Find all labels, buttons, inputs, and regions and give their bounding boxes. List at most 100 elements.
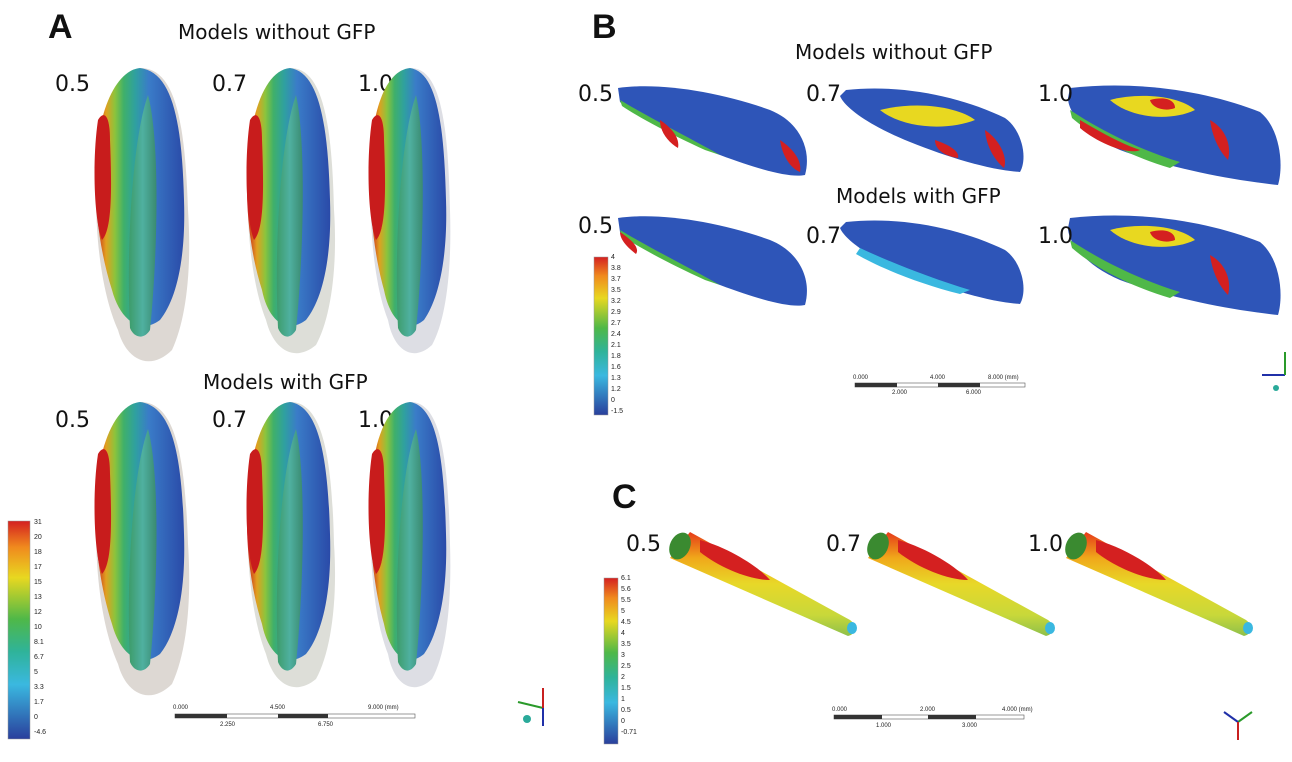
tooth-a-bottom-1 xyxy=(94,402,190,696)
panel-b-value-bottom-2: 0.7 xyxy=(806,224,841,249)
panel-a-value-top-1: 0.5 xyxy=(55,72,90,97)
panel-b-value-top-1: 0.5 xyxy=(578,82,613,107)
panel-c-scale-bar xyxy=(833,714,1025,720)
panel-b-value-top-3: 1.0 xyxy=(1038,82,1073,107)
panel-c-axis-triad xyxy=(1223,711,1253,740)
surface-b-top-2 xyxy=(840,88,1024,172)
panel-b-value-bottom-1: 0.5 xyxy=(578,214,613,239)
panel-b-scale-bar xyxy=(854,382,1026,388)
legend-b-label: 2.4 xyxy=(611,331,621,338)
post-c-3 xyxy=(1065,532,1253,636)
tooth-a-top-1 xyxy=(94,68,190,362)
panel-a-scale-bar xyxy=(174,713,416,719)
panel-a-title-top: Models without GFP xyxy=(178,20,376,44)
legend-a-label: -4.6 xyxy=(34,729,47,736)
legend-c-label: 3.5 xyxy=(621,641,631,648)
scale-b-label: 0.000 xyxy=(853,375,869,381)
legend-b-label: 1.2 xyxy=(611,386,621,393)
surface-b-bottom-1 xyxy=(618,216,807,306)
legend-b-label: 0 xyxy=(611,397,615,404)
panel-a-title-bottom: Models with GFP xyxy=(203,370,368,394)
scale-b-label: 8.000 (mm) xyxy=(988,375,1019,381)
legend-c-label: 2 xyxy=(621,674,625,681)
legend-c-label: 1.5 xyxy=(621,685,631,692)
post-c-2 xyxy=(867,532,1055,636)
scale-a-label: 9.000 (mm) xyxy=(368,705,399,711)
legend-c-label: 5 xyxy=(621,608,625,615)
legend-a-label: 8.1 xyxy=(34,639,44,646)
legend-c-label: 0 xyxy=(621,718,625,725)
legend-a-label: 5 xyxy=(34,669,38,676)
panel-c-value-3: 1.0 xyxy=(1028,532,1063,557)
legend-b-label: 3.7 xyxy=(611,276,621,283)
panel-a-letter: A xyxy=(48,8,73,46)
panel-b-axis-triad xyxy=(1262,352,1286,391)
panel-b-letter: B xyxy=(592,8,617,46)
legend-c-label: 5.6 xyxy=(621,586,631,593)
legend-a-label: 17 xyxy=(34,564,42,571)
legend-c-label: -0.71 xyxy=(621,729,637,736)
legend-b-label: 1.6 xyxy=(611,364,621,371)
scale-a-label: 4.500 xyxy=(270,705,286,711)
legend-a-label: 10 xyxy=(34,624,42,631)
legend-c-label: 3 xyxy=(621,652,625,659)
legend-a-label: 12 xyxy=(34,609,42,616)
legend-a-label: 18 xyxy=(34,549,42,556)
legend-a-label: 0 xyxy=(34,714,38,721)
tooth-a-bottom-2 xyxy=(246,402,336,688)
panel-b-legend-bar xyxy=(593,256,609,416)
scale-a-label: 0.000 xyxy=(173,705,189,711)
scale-c-label: 4.000 (mm) xyxy=(1002,707,1033,713)
legend-b-label: 4 xyxy=(611,254,615,261)
panel-c-legend-bar xyxy=(603,577,619,745)
legend-c-label: 2.5 xyxy=(621,663,631,670)
legend-b-label: 2.7 xyxy=(611,320,621,327)
legend-a-label: 31 xyxy=(34,519,42,526)
legend-b-label: -1.5 xyxy=(611,408,624,415)
panel-c-letter: C xyxy=(612,478,637,516)
legend-c-label: 5.5 xyxy=(621,597,631,604)
legend-c-label: 0.5 xyxy=(621,707,631,714)
panel-c-value-1: 0.5 xyxy=(626,532,661,557)
panel-a-value-bottom-2: 0.7 xyxy=(212,408,247,433)
scale-b-label: 6.000 xyxy=(966,390,982,396)
scale-c-label: 2.000 xyxy=(920,707,936,713)
scale-a-label: 6.750 xyxy=(318,722,334,728)
surface-b-bottom-3 xyxy=(1068,215,1281,315)
panel-a-value-top-2: 0.7 xyxy=(212,72,247,97)
panel-b-value-top-2: 0.7 xyxy=(806,82,841,107)
surface-b-bottom-2 xyxy=(840,220,1024,304)
panel-b-value-bottom-3: 1.0 xyxy=(1038,224,1073,249)
legend-a-label: 3.3 xyxy=(34,684,44,691)
scale-c-label: 0.000 xyxy=(832,707,848,713)
scale-a-label: 2.250 xyxy=(220,722,236,728)
scale-b-label: 4.000 xyxy=(930,375,946,381)
legend-c-label: 4.5 xyxy=(621,619,631,626)
legend-a-label: 1.7 xyxy=(34,699,44,706)
panel-b-title-bottom: Models with GFP xyxy=(836,184,1001,208)
legend-b-label: 1.3 xyxy=(611,375,621,382)
scale-b-label: 2.000 xyxy=(892,390,908,396)
panel-b-title-top: Models without GFP xyxy=(795,40,993,64)
scale-c-label: 1.000 xyxy=(876,723,892,729)
surface-b-top-3 xyxy=(1068,85,1281,185)
panel-a-axis-triad xyxy=(517,688,544,726)
legend-c-label: 4 xyxy=(621,630,625,637)
post-c-1 xyxy=(669,532,857,636)
legend-a-label: 20 xyxy=(34,534,42,541)
scale-c-label: 3.000 xyxy=(962,723,978,729)
legend-b-label: 1.8 xyxy=(611,353,621,360)
panel-c-value-2: 0.7 xyxy=(826,532,861,557)
legend-c-label: 1 xyxy=(621,696,625,703)
legend-a-label: 15 xyxy=(34,579,42,586)
legend-b-label: 3.5 xyxy=(611,287,621,294)
surface-b-top-1 xyxy=(618,86,807,176)
legend-b-label: 3.2 xyxy=(611,298,621,305)
legend-b-label: 2.9 xyxy=(611,309,621,316)
legend-b-label: 3.8 xyxy=(611,265,621,272)
tooth-a-bottom-3 xyxy=(368,402,451,688)
legend-a-label: 6.7 xyxy=(34,654,44,661)
tooth-a-top-2 xyxy=(246,68,336,354)
legend-b-label: 2.1 xyxy=(611,342,621,349)
